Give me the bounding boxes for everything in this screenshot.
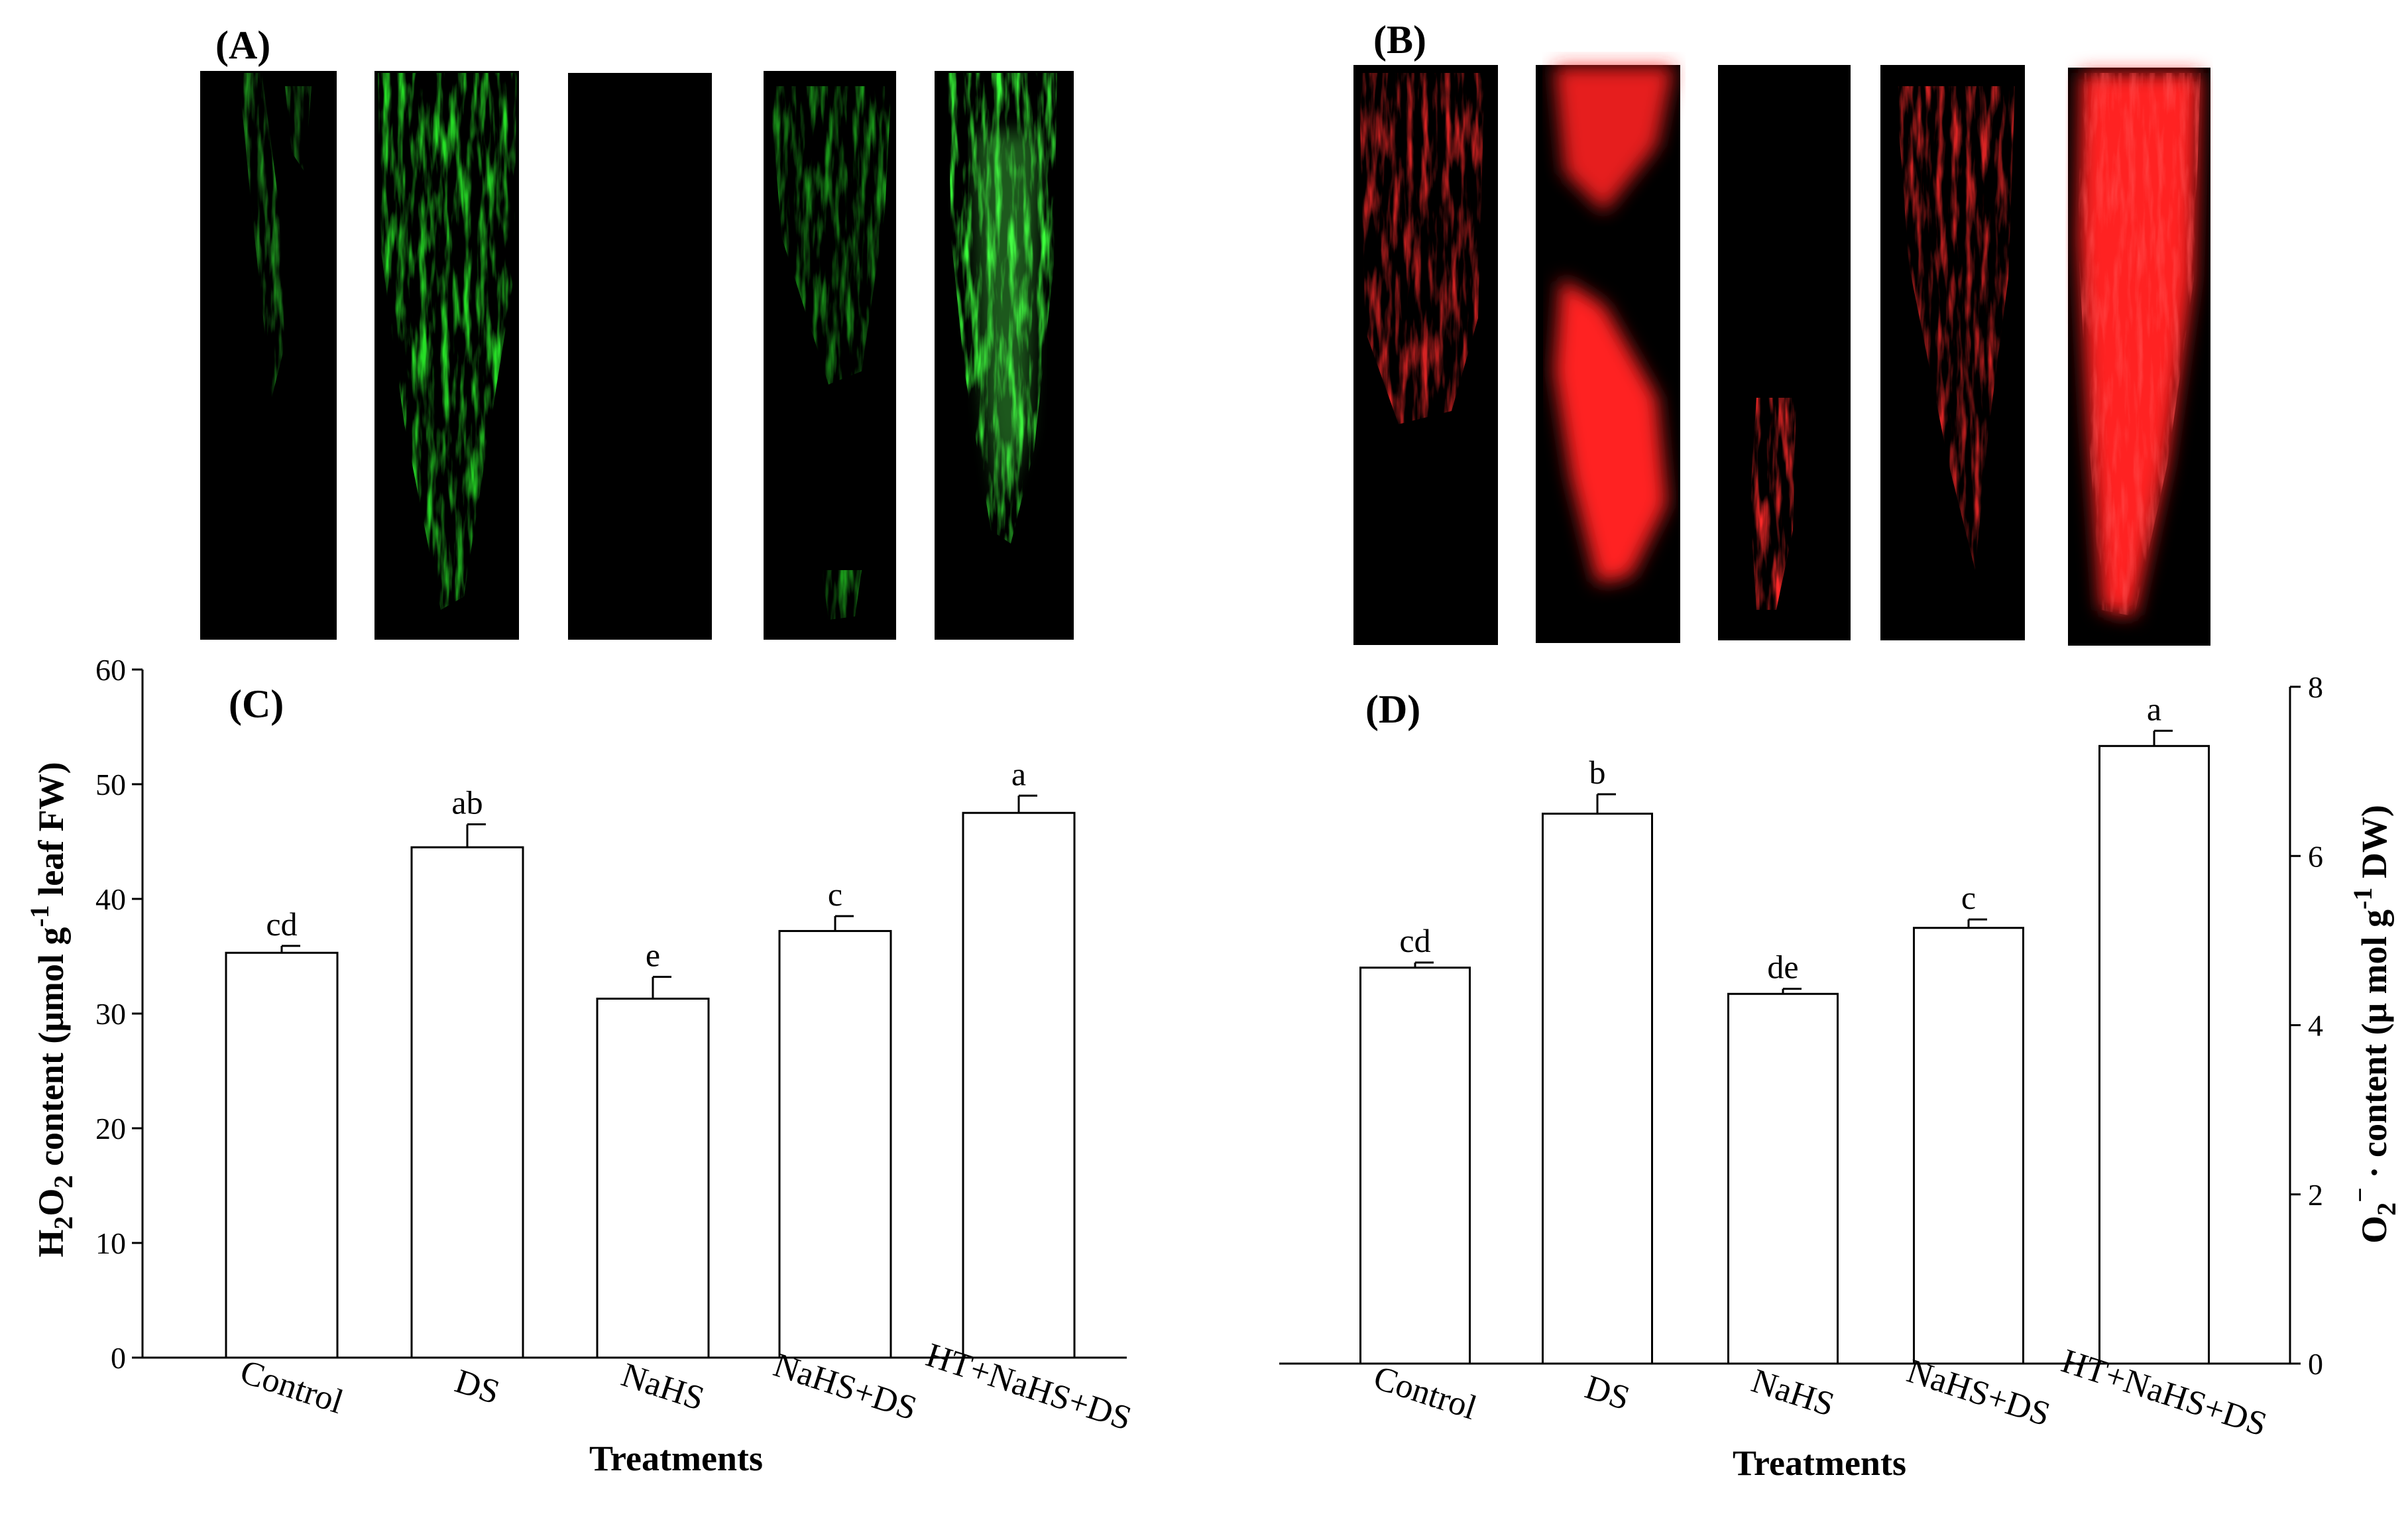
chart-d-marks: 02468cdControlbDSdeNaHScNaHS+DSaHT+NaHS+… [1279, 670, 2323, 1444]
micrograph-a-nahs [568, 73, 712, 640]
y-tick-label: 10 [95, 1226, 126, 1260]
bar [410, 846, 524, 1359]
significance-label: e [646, 937, 660, 974]
significance-label: cd [266, 906, 297, 943]
significance-label: b [1589, 754, 1606, 791]
significance-label: de [1767, 949, 1798, 986]
y-axis-title-d: O2− · content (μ mol g-1 DW) [2345, 805, 2401, 1244]
micrograph-a-nahs-ds [764, 71, 896, 640]
y-tick-label: 8 [2308, 670, 2323, 704]
chart-h2o2: (C) 0102030405060cdControlabDSeNaHScNaHS… [25, 653, 1136, 1478]
panel-label-a: (A) [215, 23, 270, 67]
panel-label-d: (D) [1365, 687, 1420, 731]
chart-superoxide: (D) 02468cdControlbDSdeNaHScNaHS+DSaHT+N… [1279, 670, 2401, 1483]
panel-label-c: (C) [229, 682, 284, 726]
significance-label: a [1011, 755, 1026, 792]
micrograph-b-nahs-ds [1880, 65, 2025, 640]
y-tick-label: 0 [111, 1341, 126, 1375]
bar [225, 951, 339, 1359]
bar [2098, 744, 2210, 1365]
bar [596, 998, 710, 1359]
bar [1913, 927, 2024, 1365]
y-tick-label: 2 [2308, 1178, 2323, 1212]
panel-label-b: (B) [1373, 18, 1426, 62]
bar [1542, 812, 1653, 1365]
x-axis-title-d: Treatments [1733, 1443, 1906, 1483]
significance-label: c [1961, 879, 1976, 916]
significance-label: a [2147, 690, 2161, 727]
x-tick-label: Control [236, 1353, 348, 1421]
y-tick-label: 30 [95, 997, 126, 1031]
micrograph-b-control [1353, 65, 1498, 645]
x-tick-label: Control [1369, 1359, 1481, 1427]
micrograph-a-ds [374, 71, 519, 640]
x-tick-label: DS [451, 1362, 504, 1412]
micrograph-b-ds [1536, 65, 1680, 643]
y-tick-label: 60 [95, 653, 126, 687]
chart-c-marks: 0102030405060cdControlabDSeNaHScNaHS+DSa… [95, 653, 1136, 1438]
x-tick-label: DS [1581, 1368, 1634, 1418]
micrograph-b-ht-nahs-ds [2068, 68, 2210, 646]
y-tick-label: 20 [95, 1112, 126, 1145]
y-tick-label: 50 [95, 768, 126, 801]
micrograph-a-ht-nahs-ds [935, 71, 1074, 640]
x-tick-label: NaHS [617, 1356, 709, 1418]
micrograph-row-a [200, 71, 1074, 640]
y-tick-label: 40 [95, 882, 126, 916]
y-axis-title-c: H2O2 content (μmol g-1 leaf FW) [25, 762, 78, 1257]
bar [778, 929, 892, 1359]
significance-label: cd [1399, 922, 1430, 959]
micrograph-a-control [200, 71, 337, 640]
x-tick-label: NaHS [1747, 1362, 1839, 1424]
y-tick-label: 4 [2308, 1009, 2323, 1043]
significance-label: c [828, 876, 842, 913]
bar [1727, 992, 1839, 1365]
micrograph-b-nahs [1718, 65, 1851, 640]
x-axis-title-c: Treatments [589, 1438, 763, 1478]
bar [1359, 967, 1471, 1365]
y-tick-label: 6 [2308, 839, 2323, 873]
significance-label: ab [451, 784, 483, 821]
bar [962, 811, 1076, 1359]
y-tick-label: 0 [2308, 1347, 2323, 1381]
micrograph-row-b [1353, 65, 2210, 646]
